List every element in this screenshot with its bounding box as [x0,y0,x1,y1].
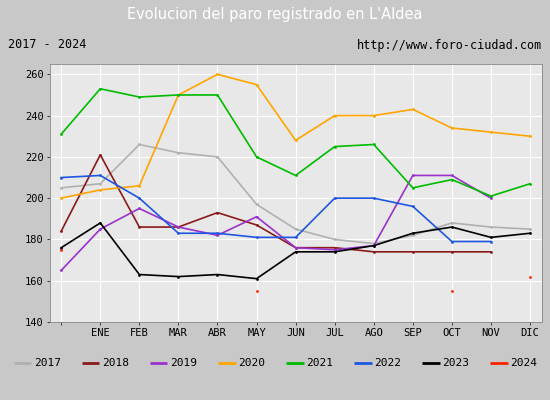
Text: 2019: 2019 [170,358,197,368]
Text: 2018: 2018 [102,358,129,368]
Text: Evolucion del paro registrado en L'Aldea: Evolucion del paro registrado en L'Aldea [127,8,423,22]
Text: 2023: 2023 [442,358,470,368]
Text: http://www.foro-ciudad.com: http://www.foro-ciudad.com [356,38,542,52]
Text: 2020: 2020 [238,358,265,368]
Text: 2017: 2017 [34,358,61,368]
Text: 2021: 2021 [306,358,333,368]
Text: 2017 - 2024: 2017 - 2024 [8,38,86,52]
Text: 2022: 2022 [375,358,402,368]
Text: 2024: 2024 [510,358,537,368]
